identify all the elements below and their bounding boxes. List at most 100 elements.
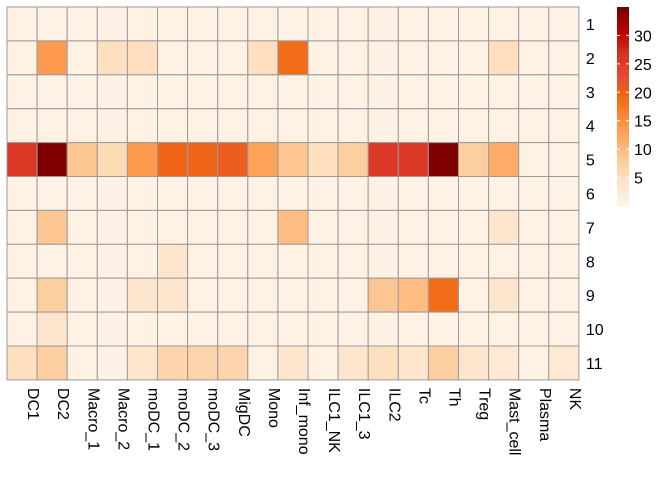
heatmap-cell-r3-MigDC xyxy=(217,74,249,110)
heatmap-cell-r5-ILC2 xyxy=(367,142,399,178)
color-legend-ticks: 5 10 15 20 25 30 xyxy=(617,28,652,188)
heatmap-cell-r3-Macro_1 xyxy=(66,74,98,110)
legend-color-step xyxy=(617,73,629,78)
column-label: NK xyxy=(566,388,583,411)
legend-color-step xyxy=(617,56,629,61)
legend-color-step xyxy=(617,26,629,31)
heatmap-cell-r1-moDC_3 xyxy=(187,6,219,42)
heatmap-cell-r3-moDC_2 xyxy=(157,74,189,110)
heatmap-cell-r6-moDC_3 xyxy=(187,176,219,211)
heatmap-cell-r4-DC1 xyxy=(6,108,38,144)
legend-color-step xyxy=(617,156,629,161)
legend-color-step xyxy=(617,83,629,88)
column-labels: DC1 DC2 Macro_1 Macro_2 moDC_1 moDC_2 moDC_3 Mi… xyxy=(24,388,583,456)
heatmap-cell-r7-ILC1_NK xyxy=(307,209,339,245)
heatmap-cell-r5-Inf_mono xyxy=(277,142,309,178)
heatmap-cell-r6-Inf_mono xyxy=(277,176,309,211)
heatmap-cell-r5-Mast_cell xyxy=(488,142,520,178)
heatmap-cell-r2-MigDC xyxy=(217,40,249,76)
heatmap-cell-r11-MigDC xyxy=(217,345,249,381)
column-label: ILC1_3 xyxy=(355,388,372,440)
heatmap-cell-r3-Treg xyxy=(458,74,490,110)
legend-color-step xyxy=(617,129,629,134)
heatmap-cell-r9-NK xyxy=(548,277,580,313)
heatmap-cell-r2-Treg xyxy=(458,40,490,76)
row-label: 6 xyxy=(586,186,595,203)
heatmap-cell-r11-Macro_2 xyxy=(96,345,128,381)
heatmap-cell-r6-DC2 xyxy=(36,176,68,211)
heatmap-cell-r8-DC2 xyxy=(36,243,68,279)
heatmap-cell-r5-moDC_3 xyxy=(187,142,219,178)
heatmap-cell-r2-Tc xyxy=(397,40,429,76)
heatmap-cell-r10-Macro_2 xyxy=(96,311,128,347)
row-labels: 1 2 3 4 5 6 7 8 9 10 11 xyxy=(586,17,604,373)
heatmap-cell-r10-Inf_mono xyxy=(277,311,309,347)
legend-color-step xyxy=(617,103,629,108)
heatmap-cell-r7-ILC2 xyxy=(367,209,399,245)
row-label: 5 xyxy=(586,153,595,170)
heatmap-cell-r3-moDC_1 xyxy=(126,74,159,110)
heatmap-cell-r6-MigDC xyxy=(217,176,249,211)
heatmap-cell-r3-NK xyxy=(548,74,580,110)
heatmap-cell-r3-Tc xyxy=(397,74,429,110)
heatmap-cell-r7-moDC_2 xyxy=(157,209,189,245)
heatmap-cell-r5-Mono xyxy=(247,142,279,178)
heatmap-cell-r4-Mast_cell xyxy=(488,108,520,144)
heatmap-cell-r6-Mast_cell xyxy=(488,176,520,211)
heatmap-cell-r7-Th xyxy=(427,209,459,245)
heatmap-cell-r10-Mast_cell xyxy=(488,311,520,347)
legend-color-step xyxy=(617,89,629,94)
column-label: Mono xyxy=(265,388,282,428)
heatmap-cell-r4-Macro_1 xyxy=(66,108,98,144)
heatmap-cell-r2-moDC_1 xyxy=(126,40,159,76)
heatmap-cell-r7-Macro_2 xyxy=(96,209,128,245)
heatmap-cell-r2-ILC2 xyxy=(367,40,399,76)
heatmap-cell-r3-moDC_3 xyxy=(187,74,219,110)
legend-color-step xyxy=(617,189,629,194)
legend-tick-label: 30 xyxy=(634,28,652,45)
heatmap-cell-r10-Th xyxy=(427,311,459,347)
heatmap-cell-r6-ILC2 xyxy=(367,176,399,211)
heatmap-cell-r1-Th xyxy=(427,6,459,42)
heatmap-cell-r11-Inf_mono xyxy=(277,345,309,381)
heatmap-cell-r11-Macro_1 xyxy=(66,345,98,381)
heatmap-cell-r10-Macro_1 xyxy=(66,311,98,347)
column-label: moDC_2 xyxy=(175,388,192,451)
heatmap-cell-r9-Mast_cell xyxy=(488,277,520,313)
legend-color-step xyxy=(617,70,629,74)
heatmap-cell-r6-Mono xyxy=(247,176,279,211)
heatmap-cell-r6-Macro_1 xyxy=(66,176,98,211)
heatmap-cell-r5-Treg xyxy=(458,142,490,178)
legend-color-step xyxy=(617,63,629,68)
heatmap-cell-r10-ILC1_NK xyxy=(307,311,339,347)
legend-tick-label: 20 xyxy=(634,85,652,102)
heatmap-cell-r11-Mono xyxy=(247,345,279,381)
heatmap-cell-r8-Inf_mono xyxy=(277,243,309,279)
heatmap-cell-r5-MigDC xyxy=(217,142,249,178)
heatmap-cell-r5-NK xyxy=(548,142,580,178)
legend-color-step xyxy=(617,46,629,51)
heatmap-cell-r5-DC1 xyxy=(6,142,38,178)
legend-color-step xyxy=(617,50,629,55)
heatmap-cell-r1-Macro_1 xyxy=(66,6,98,42)
heatmap-cell-r5-Plasma xyxy=(518,142,550,178)
heatmap-cell-r7-Inf_mono xyxy=(277,209,309,245)
legend-color-step xyxy=(617,162,629,167)
legend-color-step xyxy=(617,23,629,28)
heatmap-cell-r2-Mono xyxy=(247,40,279,76)
heatmap-cell-r8-Mono xyxy=(247,243,279,279)
heatmap-cell-r6-DC1 xyxy=(6,176,38,211)
heatmap-cell-r5-Th xyxy=(427,142,459,178)
heatmap-cell-r7-Macro_1 xyxy=(66,209,98,245)
legend-color-step xyxy=(617,146,629,151)
heatmap-cell-r11-Tc xyxy=(397,345,429,381)
legend-tick-label: 15 xyxy=(634,114,652,131)
heatmap-cell-r4-Macro_2 xyxy=(96,108,128,144)
heatmap-cell-r11-DC2 xyxy=(36,345,68,381)
heatmap-cell-r3-DC1 xyxy=(6,74,38,110)
column-label: DC2 xyxy=(54,388,71,420)
column-label: Inf_mono xyxy=(295,388,312,455)
heatmap-cell-r11-DC1 xyxy=(6,345,38,381)
legend-color-step xyxy=(617,7,629,11)
heatmap-cell-r8-Th xyxy=(427,243,459,279)
